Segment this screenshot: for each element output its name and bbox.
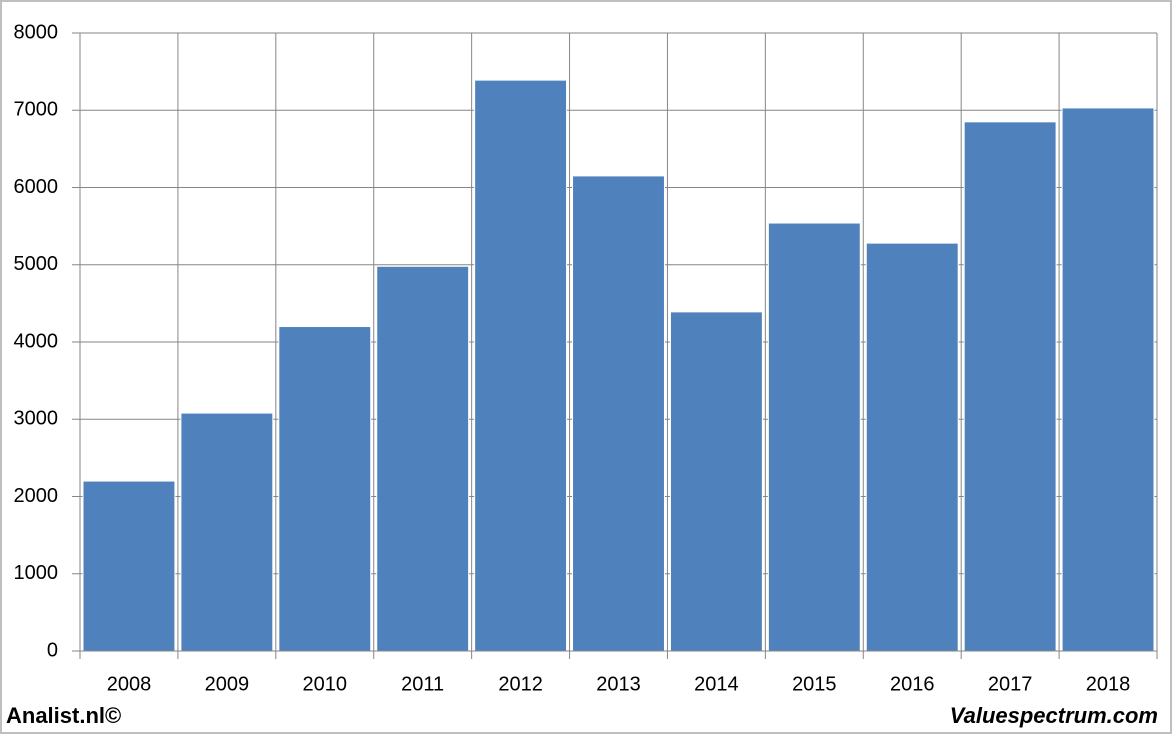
bar: [376, 265, 470, 652]
y-tick-label: 1000: [14, 562, 59, 584]
x-tick-label: 2018: [1086, 673, 1131, 695]
bar: [963, 121, 1057, 652]
y-tick-label: 7000: [14, 99, 59, 121]
y-tick-label: 6000: [14, 176, 59, 198]
x-tick-label: 2014: [694, 673, 739, 695]
y-tick-label: 3000: [14, 408, 59, 430]
bar: [767, 222, 861, 652]
bar: [572, 175, 665, 652]
y-tick-label: 2000: [14, 485, 59, 507]
bar: [474, 79, 568, 652]
bar: [1061, 107, 1155, 652]
x-tick-label: 2017: [988, 673, 1033, 695]
x-tick-label: 2013: [596, 673, 641, 695]
footer-right: Valuespectrum.com: [950, 703, 1158, 728]
x-tick-label: 2012: [498, 673, 543, 695]
bar: [865, 242, 959, 652]
y-tick-label: 5000: [14, 253, 59, 275]
footer-left: Analist.nl©: [6, 703, 121, 728]
x-tick-label: 2015: [792, 673, 837, 695]
bar: [669, 311, 763, 652]
bar: [180, 412, 274, 652]
x-tick-label: 2009: [205, 673, 250, 695]
x-tick-label: 2011: [401, 673, 444, 695]
y-tick-label: 4000: [14, 330, 59, 352]
bar: [278, 326, 372, 652]
x-tick-label: 2008: [107, 673, 152, 695]
y-tick-label: 8000: [14, 21, 59, 43]
y-tick-label: 0: [47, 639, 58, 661]
x-tick-label: 2010: [303, 673, 348, 695]
x-tick-label: 2016: [890, 673, 935, 695]
bar: [82, 480, 176, 652]
